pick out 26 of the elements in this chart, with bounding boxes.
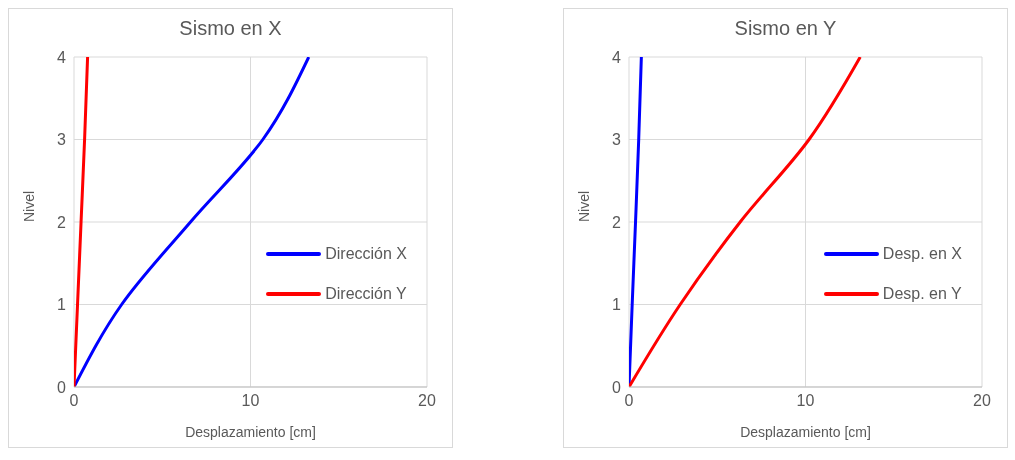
x-axis-title: Desplazamiento [cm] (740, 424, 871, 440)
y-tick-label: 1 (57, 296, 67, 314)
x-tick-label: 20 (418, 392, 436, 410)
y-tick-label: 3 (612, 131, 622, 149)
x-tick-label: 10 (241, 392, 260, 410)
y-tick-label: 2 (612, 213, 622, 231)
y-tick-label: 4 (57, 48, 67, 66)
x-tick-label: 10 (796, 392, 815, 410)
chart-title: Sismo en X (178, 17, 283, 41)
y-tick-label: 4 (612, 48, 622, 66)
x-tick-label: 20 (973, 392, 991, 410)
y-tick-label: 2 (57, 213, 67, 231)
legend-label: Dirección Y (325, 285, 407, 303)
legend-label: Desp. en Y (882, 285, 962, 303)
y-tick-label: 1 (612, 296, 622, 314)
chart-title: Sismo en Y (733, 17, 838, 41)
y-axis-title: Nivel (575, 190, 592, 222)
x-axis-title: Desplazamiento [cm] (185, 424, 316, 440)
legend-label: Desp. en X (882, 245, 962, 263)
x-tick-label: 0 (69, 392, 79, 410)
legend-label: Dirección X (325, 245, 407, 263)
y-tick-label: 0 (57, 378, 67, 396)
y-tick-label: 0 (612, 378, 622, 396)
x-tick-label: 0 (624, 392, 634, 410)
y-axis-title: Nivel (20, 190, 37, 222)
y-tick-label: 3 (57, 131, 67, 149)
